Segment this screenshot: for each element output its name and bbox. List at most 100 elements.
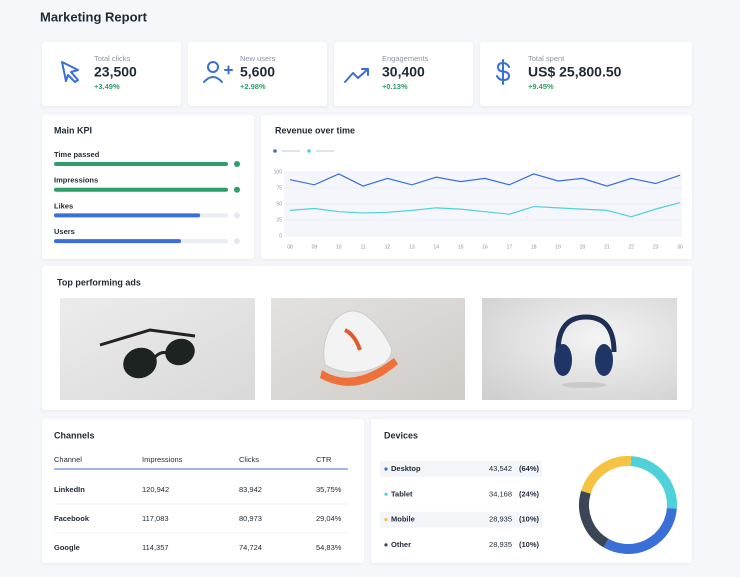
y-tick-label: 75 bbox=[276, 185, 282, 191]
progress-bar bbox=[54, 187, 228, 192]
check-icon bbox=[234, 186, 240, 193]
row-stripe bbox=[380, 511, 542, 528]
progress-bar bbox=[54, 213, 201, 218]
x-tick-label: 14 bbox=[433, 244, 439, 250]
x-tick-label: 17 bbox=[507, 244, 513, 250]
table-cell: 29,04% bbox=[316, 514, 342, 523]
x-tick-label: 13 bbox=[409, 244, 415, 250]
device-value: 34,168 bbox=[489, 489, 512, 498]
table-cell: 83,942 bbox=[239, 485, 262, 494]
kpi-item-label: Impressions bbox=[54, 176, 98, 185]
cursor-icon bbox=[61, 61, 79, 83]
donut-segment bbox=[581, 456, 632, 494]
device-share: (24%) bbox=[519, 489, 540, 498]
table-cell: 114,357 bbox=[142, 543, 169, 552]
table-cell: Facebook bbox=[54, 514, 90, 523]
headphones bbox=[554, 314, 617, 388]
channels-card bbox=[42, 419, 364, 563]
device-share: (10%) bbox=[519, 540, 540, 549]
kpi-change: +9.45% bbox=[528, 82, 554, 91]
x-tick-label: 20 bbox=[580, 244, 586, 250]
donut-segment bbox=[579, 490, 609, 548]
x-tick-label: 15 bbox=[458, 244, 464, 250]
card-title: Top performing ads bbox=[57, 277, 141, 287]
kpi-item-label: Users bbox=[54, 227, 75, 236]
ad-image-sunglasses bbox=[60, 298, 255, 400]
kpi-label: New users bbox=[240, 54, 276, 63]
sneaker bbox=[320, 310, 398, 386]
x-tick-label: 30 bbox=[677, 244, 683, 250]
table-header: Clicks bbox=[239, 455, 259, 464]
kpi-item-label: Likes bbox=[54, 201, 73, 210]
sunglasses bbox=[99, 328, 196, 379]
kpi-card bbox=[334, 42, 473, 106]
x-tick-label: 16 bbox=[482, 244, 488, 250]
table-cell: 80,973 bbox=[239, 514, 262, 523]
legend-dot bbox=[384, 518, 388, 522]
kpi-value: US$ 25,800.50 bbox=[528, 64, 622, 80]
legend-dot bbox=[384, 543, 388, 547]
y-tick-label: 25 bbox=[276, 217, 282, 223]
table-cell: 117,083 bbox=[142, 514, 169, 523]
table-cell: Google bbox=[54, 543, 80, 552]
kpi-value: 23,500 bbox=[94, 64, 137, 80]
x-tick-label: 22 bbox=[628, 244, 634, 250]
table-cell: LinkedIn bbox=[54, 485, 85, 494]
legend-dot bbox=[384, 492, 388, 496]
pending-icon bbox=[234, 212, 240, 219]
y-tick-label: 50 bbox=[276, 201, 282, 207]
x-tick-label: 12 bbox=[385, 244, 391, 250]
device-label: Other bbox=[391, 540, 411, 549]
kpi-item-label: Time passed bbox=[54, 150, 100, 159]
y-tick-label: 0 bbox=[279, 233, 282, 239]
table-cell: 54,83% bbox=[316, 543, 342, 552]
kpi-change: +3.49% bbox=[94, 82, 120, 91]
page-title: Marketing Report bbox=[40, 9, 148, 24]
device-label: Desktop bbox=[391, 464, 421, 473]
table-cell: 120,942 bbox=[142, 485, 169, 494]
donut-segment bbox=[603, 507, 677, 554]
legend-dot bbox=[307, 149, 311, 153]
table-header: Channel bbox=[54, 455, 82, 464]
x-tick-label: 23 bbox=[653, 244, 659, 250]
legend-dot bbox=[273, 149, 277, 153]
device-value: 43,542 bbox=[489, 464, 512, 473]
table-header: Impressions bbox=[142, 455, 183, 464]
main-kpi-card bbox=[42, 115, 254, 259]
kpi-card bbox=[42, 42, 181, 106]
check-icon bbox=[234, 161, 240, 167]
dollar-icon bbox=[496, 59, 510, 85]
device-label: Mobile bbox=[391, 515, 415, 524]
table-cell: 74,724 bbox=[239, 543, 262, 552]
x-tick-label: 08 bbox=[287, 244, 293, 250]
device-share: (64%) bbox=[519, 464, 540, 473]
x-tick-label: 10 bbox=[336, 244, 342, 250]
x-tick-label: 21 bbox=[604, 244, 610, 250]
progress-bar bbox=[54, 239, 182, 244]
table-cell: 35,75% bbox=[316, 485, 342, 494]
card-title: Channels bbox=[54, 430, 95, 440]
table-header: CTR bbox=[316, 455, 332, 464]
kpi-label: Total clicks bbox=[94, 54, 131, 63]
device-share: (10%) bbox=[519, 515, 540, 524]
kpi-change: +0.13% bbox=[382, 82, 408, 91]
kpi-label: Total spent bbox=[528, 54, 565, 63]
kpi-label: Engagements bbox=[382, 54, 429, 63]
kpi-card bbox=[480, 42, 692, 106]
progress-bar bbox=[54, 162, 228, 166]
x-tick-label: 18 bbox=[531, 244, 537, 250]
row-stripe bbox=[380, 461, 542, 477]
device-value: 28,935 bbox=[489, 540, 512, 549]
donut-segment bbox=[630, 456, 677, 509]
kpi-change: +2.98% bbox=[240, 82, 266, 91]
revenue-line bbox=[289, 202, 681, 218]
y-tick-label: 100 bbox=[274, 169, 283, 175]
x-tick-label: 11 bbox=[361, 244, 366, 250]
kpi-value: 30,400 bbox=[382, 64, 425, 80]
user-plus-icon bbox=[203, 61, 233, 83]
trend-icon bbox=[344, 68, 369, 83]
revenue-line bbox=[289, 173, 681, 187]
pending-icon bbox=[234, 238, 240, 245]
device-value: 28,935 bbox=[489, 515, 512, 524]
